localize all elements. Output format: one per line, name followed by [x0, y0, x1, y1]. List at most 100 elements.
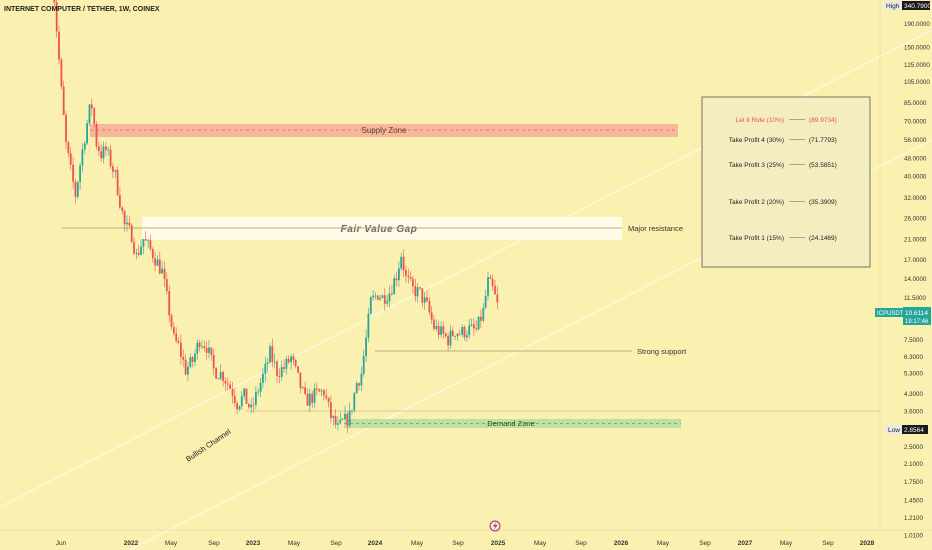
target-value: (35.3909) — [809, 199, 837, 206]
candle — [320, 388, 323, 396]
time-tick-label: Sep — [822, 540, 834, 547]
candle — [402, 249, 405, 278]
last-price-badge[interactable]: ICPUSDT 10.6114 19:17:46 — [875, 307, 931, 325]
svg-text:High: High — [886, 3, 900, 10]
high-value: 340.7900 — [904, 3, 931, 10]
candle — [367, 307, 370, 343]
candle — [494, 280, 496, 295]
candle — [98, 141, 100, 157]
candle — [487, 271, 489, 301]
target-value: (89.9734) — [809, 117, 837, 124]
candle — [187, 362, 189, 381]
target-row: Take Profit 4 (30%) (71.7793) — [729, 137, 837, 144]
candle — [482, 303, 485, 323]
price-tick-label: 1.2100 — [904, 515, 923, 522]
candle — [409, 271, 412, 281]
candle — [69, 147, 72, 170]
price-tick-label: 14.0000 — [904, 276, 927, 283]
countdown: 19:17:46 — [905, 319, 929, 325]
candle — [184, 354, 187, 376]
candle — [76, 180, 79, 199]
target-label: Take Profit 1 (15%) — [729, 235, 784, 242]
candle — [454, 335, 456, 340]
price-tick-label: 85.0000 — [904, 100, 927, 107]
demand-zone-label: Demand Zone — [487, 419, 535, 428]
candle — [308, 388, 311, 412]
candle — [292, 353, 295, 366]
candle — [163, 261, 166, 288]
candle — [360, 366, 363, 392]
candle — [449, 325, 452, 349]
candle — [332, 415, 335, 426]
candle — [240, 391, 243, 410]
candle — [325, 388, 328, 400]
candle — [201, 340, 203, 350]
time-tick-label: May — [165, 540, 178, 547]
price-tick-label: 70.0000 — [904, 119, 927, 126]
time-tick-label: Sep — [452, 540, 464, 547]
price-tick-label: 105.0000 — [904, 79, 930, 86]
candle — [428, 297, 431, 316]
candle — [444, 332, 447, 338]
time-tick-label: 2025 — [491, 540, 506, 547]
candle — [313, 383, 316, 408]
candle — [123, 210, 126, 232]
candle — [248, 403, 250, 410]
lightning-icon[interactable] — [489, 520, 501, 532]
candle — [339, 412, 342, 425]
candle — [219, 364, 222, 381]
candle — [191, 355, 194, 368]
candle — [358, 382, 360, 391]
time-axis-ticks: Jun 2022 May Sep 2023 May Sep 2024 May Sep 2025 May… — [56, 540, 875, 547]
candle — [130, 223, 133, 243]
candle — [458, 329, 461, 336]
candle — [355, 381, 358, 394]
candle — [62, 80, 65, 116]
candle — [456, 333, 459, 342]
candle — [144, 231, 147, 241]
candle — [311, 390, 314, 409]
high-badge: High 340.7900 — [884, 1, 931, 10]
candle — [180, 334, 182, 365]
candle — [489, 274, 492, 280]
time-tick-label: 2023 — [246, 540, 261, 547]
candle — [376, 295, 379, 301]
price-tick-label: 21.0000 — [904, 236, 927, 243]
fair-value-gap-label: Fair Value Gap — [341, 224, 418, 235]
candle — [208, 339, 210, 359]
candle — [463, 325, 466, 341]
last-price: 10.6114 — [905, 310, 928, 317]
time-tick-label: May — [411, 540, 424, 547]
candle — [217, 377, 220, 380]
candle — [365, 329, 367, 363]
candle — [194, 348, 196, 366]
candle — [400, 252, 403, 271]
candle — [88, 104, 91, 127]
target-label: Take Profit 2 (20%) — [729, 199, 784, 206]
candle — [379, 294, 381, 302]
candle — [271, 338, 274, 368]
target-label: Take Profit 3 (25%) — [729, 162, 784, 169]
candle — [423, 292, 426, 310]
candle — [168, 285, 171, 323]
target-row: Take Profit 3 (25%) (53.5851) — [729, 162, 837, 169]
svg-text:Low: Low — [888, 427, 900, 434]
time-tick-label: May — [288, 540, 301, 547]
candle — [74, 178, 77, 204]
candle — [442, 321, 445, 339]
candle — [351, 409, 353, 415]
demand-zone: Demand Zone — [344, 419, 681, 428]
candle — [93, 106, 96, 128]
supply-zone: Supply Zone — [90, 124, 678, 137]
candle — [421, 288, 424, 308]
candle — [53, 0, 56, 7]
target-row: Let it Ride (10%) (89.9734) — [736, 117, 837, 124]
candle — [233, 387, 236, 407]
candle — [280, 360, 283, 381]
candle — [196, 339, 199, 360]
time-tick-label: 2026 — [614, 540, 629, 547]
candle — [154, 251, 156, 272]
price-tick-label: 2.5000 — [904, 444, 923, 451]
candle — [266, 358, 269, 372]
